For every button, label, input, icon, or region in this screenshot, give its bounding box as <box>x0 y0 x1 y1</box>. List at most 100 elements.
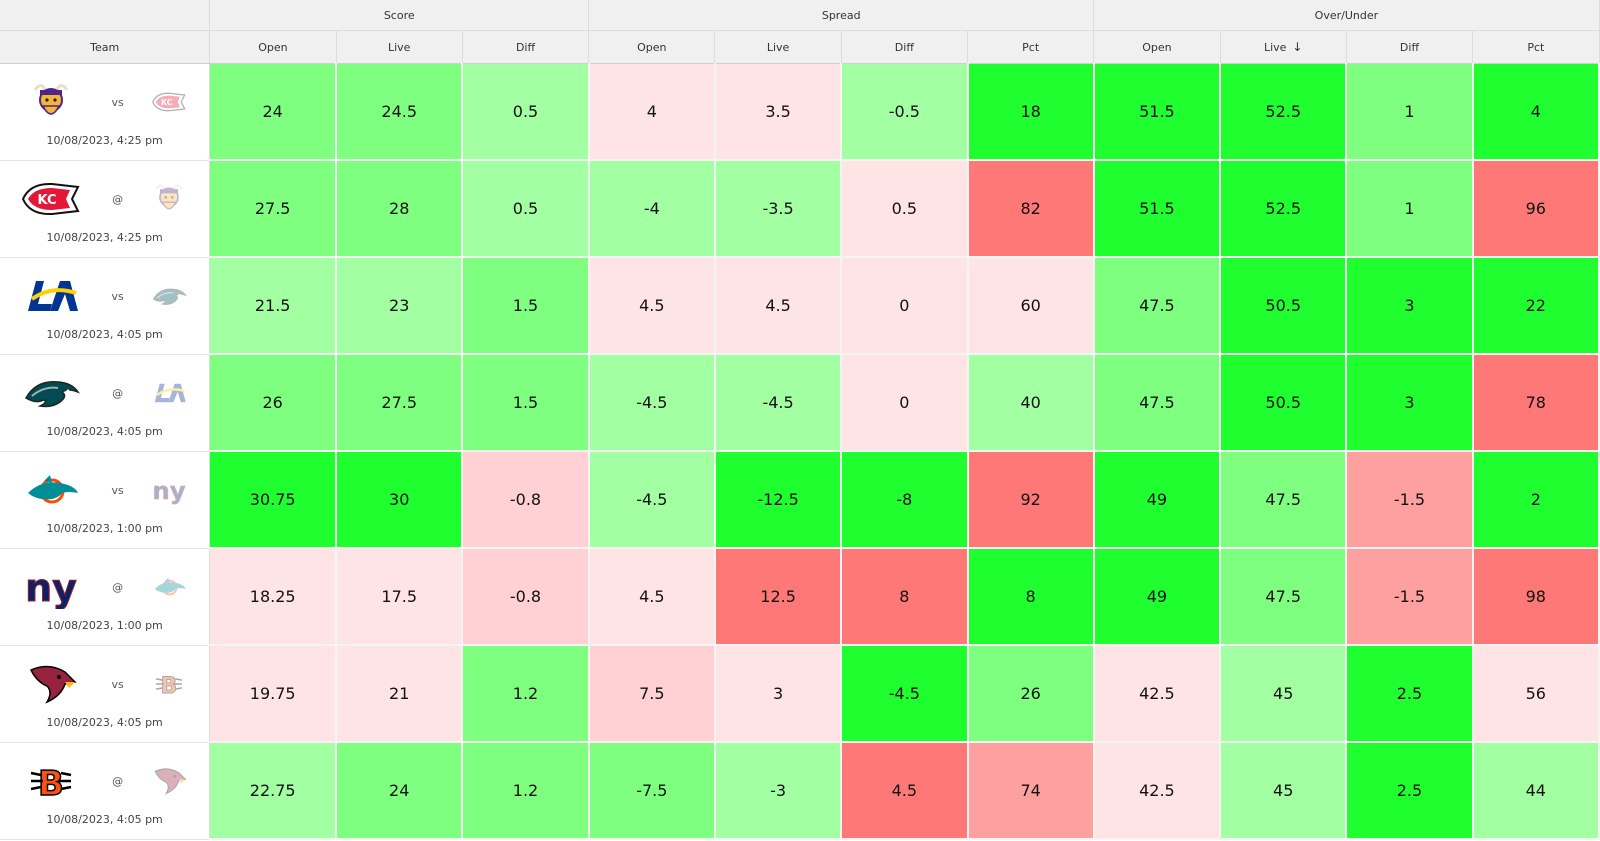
cell-score-open: 24 <box>209 63 338 161</box>
matchup-separator: vs <box>111 483 124 497</box>
cell-score-open: 22.75 <box>209 742 338 840</box>
table-row[interactable]: vs ny 10/08/2023, 1:00 pm 30.75 30 -0.8 -4.5… <box>0 451 1600 549</box>
cell-ou-pct: 2 <box>1472 451 1600 549</box>
column-header-score-live[interactable]: Live <box>336 30 463 64</box>
matchup-separator: @ <box>112 386 124 400</box>
cell-spread-open: 4.5 <box>588 548 716 646</box>
team-cell[interactable]: B @ 10/08/2023, 4:05 pm <box>0 742 211 840</box>
column-header-row: Team Open Live Diff Open Live Diff Pct O… <box>0 30 1600 64</box>
game-date: 10/08/2023, 4:25 pm <box>46 231 163 244</box>
cell-ou-open: 49 <box>1093 451 1222 549</box>
cell-spread-open: -4.5 <box>588 451 716 549</box>
table-row[interactable]: vs B 10/08/2023, 4:05 pm 19.75 21 1.2 7.5 3 -4… <box>0 645 1600 743</box>
cell-spread-diff: -8 <box>841 451 969 549</box>
cell-ou-diff: 1 <box>1346 160 1474 258</box>
cell-score-live: 17.5 <box>336 548 464 646</box>
column-header-spread-live[interactable]: Live <box>714 30 842 64</box>
cell-score-live: 24.5 <box>336 63 464 161</box>
cell-score-open: 21.5 <box>209 257 338 355</box>
team-cell[interactable]: ny @ 10/08/2023, 1:00 pm <box>0 548 211 646</box>
cell-ou-pct: 56 <box>1472 645 1600 743</box>
table-row[interactable]: B @ 10/08/2023, 4:05 pm 22.75 24 1.2 -7.5 -3 4… <box>0 742 1600 840</box>
cell-spread-live: 4.5 <box>714 257 843 355</box>
cell-ou-live: 50.5 <box>1220 257 1348 355</box>
column-header-ou-diff[interactable]: Diff <box>1346 30 1474 64</box>
table-row[interactable]: @ 10/08/2023, 4:05 pm 26 27.5 1.5 -4.5 -4.5 0 4… <box>0 354 1600 452</box>
column-header-spread-pct[interactable]: Pct <box>967 30 1095 64</box>
team-cell[interactable]: vs B 10/08/2023, 4:05 pm <box>0 645 211 743</box>
table-row[interactable]: vs 10/08/2023, 4:05 pm 21.5 23 1.5 4.5 4.5 0 60… <box>0 257 1600 355</box>
cell-score-live: 21 <box>336 645 464 743</box>
team-cell[interactable]: vs KC 10/08/2023, 4:25 pm <box>0 63 211 161</box>
table-row[interactable]: ny @ 10/08/2023, 1:00 pm 18.25 17.5 -0.8 4.5… <box>0 548 1600 646</box>
bengals-logo-icon: B <box>18 757 84 805</box>
svg-text:ny: ny <box>25 566 77 609</box>
dolphins-logo-icon <box>18 466 84 514</box>
team-cell[interactable]: @ 10/08/2023, 4:05 pm <box>0 354 211 452</box>
cell-spread-diff: -0.5 <box>841 63 969 161</box>
matchup: vs KC <box>0 76 209 128</box>
matchup: vs B <box>0 658 209 710</box>
cell-score-diff: 1.2 <box>462 645 590 743</box>
cell-ou-live: 45 <box>1220 742 1348 840</box>
matchup: vs ny <box>0 464 209 516</box>
cell-score-diff: -0.8 <box>462 548 590 646</box>
column-header-score-diff[interactable]: Diff <box>462 30 590 64</box>
svg-text:KC: KC <box>161 98 172 107</box>
chiefs-logo-icon: KC <box>18 175 84 223</box>
cell-spread-open: 4 <box>588 63 716 161</box>
table-row[interactable]: KC @ 10/08/2023, 4:25 pm 27.5 28 0.5 -4 -3.5 0… <box>0 160 1600 258</box>
column-header-spread-open[interactable]: Open <box>588 30 716 64</box>
game-date: 10/08/2023, 1:00 pm <box>46 522 163 535</box>
giants-logo-icon: ny <box>18 563 84 611</box>
cell-spread-open: -7.5 <box>588 742 716 840</box>
team-cell[interactable]: vs ny 10/08/2023, 1:00 pm <box>0 451 211 549</box>
cell-spread-live: 12.5 <box>714 548 843 646</box>
column-header-ou-live[interactable]: Live ↓ <box>1220 30 1347 64</box>
cell-ou-live: 47.5 <box>1220 451 1348 549</box>
matchup-separator: @ <box>112 774 124 788</box>
cell-spread-diff: 0 <box>841 257 969 355</box>
cell-ou-open: 47.5 <box>1093 354 1222 452</box>
column-header-team[interactable]: Team <box>0 30 211 64</box>
cell-spread-diff: 0 <box>841 354 969 452</box>
arrow-down-icon[interactable]: ↓ <box>1292 40 1303 54</box>
cell-spread-pct: 8 <box>967 548 1095 646</box>
matchup-separator: @ <box>112 192 124 206</box>
column-header-ou-open[interactable]: Open <box>1093 30 1221 64</box>
cell-score-live: 24 <box>336 742 464 840</box>
column-header-score-open[interactable]: Open <box>209 30 337 64</box>
column-header-ou-pct[interactable]: Pct <box>1472 30 1600 64</box>
cell-score-open: 26 <box>209 354 338 452</box>
cell-score-open: 30.75 <box>209 451 338 549</box>
team-cell[interactable]: vs 10/08/2023, 4:05 pm <box>0 257 211 355</box>
cell-score-live: 30 <box>336 451 464 549</box>
cell-ou-open: 47.5 <box>1093 257 1222 355</box>
matchup: B @ <box>0 755 209 807</box>
cell-ou-open: 51.5 <box>1093 160 1222 258</box>
matchup-separator: vs <box>111 677 124 691</box>
cell-ou-live: 52.5 <box>1220 63 1348 161</box>
svg-text:ny: ny <box>153 476 186 505</box>
group-header-over-under: Over/Under <box>1093 0 1600 31</box>
cell-ou-pct: 96 <box>1472 160 1600 258</box>
cell-ou-diff: 1 <box>1346 63 1474 161</box>
cell-ou-open: 51.5 <box>1093 63 1222 161</box>
matchup: @ <box>0 367 209 419</box>
dolphins-logo-icon <box>151 573 187 601</box>
cell-spread-pct: 26 <box>967 645 1095 743</box>
cell-spread-pct: 40 <box>967 354 1095 452</box>
cell-ou-diff: -1.5 <box>1346 548 1474 646</box>
column-header-spread-diff[interactable]: Diff <box>841 30 969 64</box>
team-cell[interactable]: KC @ 10/08/2023, 4:25 pm <box>0 160 211 258</box>
group-header-blank <box>0 0 211 31</box>
cell-score-diff: 1.2 <box>462 742 590 840</box>
cell-score-diff: 1.5 <box>462 354 590 452</box>
table-row[interactable]: vs KC 10/08/2023, 4:25 pm 24 24.5 0.5 4 3.5 -0… <box>0 63 1600 161</box>
game-date: 10/08/2023, 4:05 pm <box>46 716 163 729</box>
eagles-logo-icon <box>151 282 188 310</box>
cell-spread-live: -3.5 <box>714 160 843 258</box>
cell-score-diff: -0.8 <box>462 451 590 549</box>
cell-score-open: 27.5 <box>209 160 338 258</box>
matchup: ny @ <box>0 561 209 613</box>
